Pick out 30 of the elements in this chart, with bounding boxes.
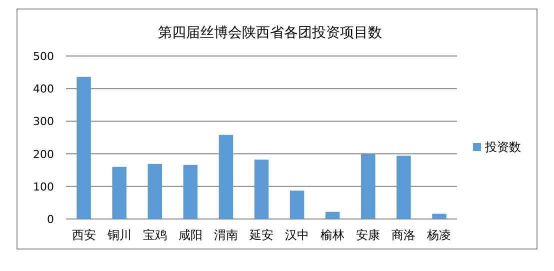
bar [361, 154, 376, 219]
bar [325, 212, 340, 219]
bar [432, 214, 446, 219]
bar [183, 164, 198, 219]
y-tick-label: 400 [33, 82, 54, 96]
y-tick-label: 300 [33, 115, 54, 128]
y-tick-label: 200 [33, 148, 54, 161]
bar [254, 160, 269, 219]
bar [290, 190, 304, 219]
bar [218, 134, 234, 219]
y-tick-label: 0 [47, 213, 54, 226]
legend-label: 投资数 [484, 140, 521, 154]
bar [396, 156, 411, 219]
x-tick-label: 杨凌 [426, 228, 452, 242]
bar [76, 76, 91, 219]
y-tick-label: 500 [33, 50, 54, 63]
x-tick-label: 西安 [72, 228, 96, 242]
x-tick-label: 延安 [248, 228, 274, 242]
y-tick-label: 100 [33, 180, 54, 194]
x-tick-label: 汉中 [285, 228, 310, 242]
bar [148, 164, 162, 219]
x-tick-label: 榆林 [320, 228, 345, 242]
x-tick-label: 咸阳 [178, 228, 202, 242]
x-tick-label: 渭南 [214, 228, 238, 242]
bar [112, 166, 126, 219]
chart-title: 第四届丝博会陕西省各团投资项目数 [158, 25, 382, 41]
x-tick-label: 商洛 [392, 228, 416, 242]
x-tick-label: 铜川 [106, 228, 132, 242]
x-tick-label: 安康 [356, 228, 380, 242]
x-tick-label: 宝鸡 [142, 228, 167, 242]
